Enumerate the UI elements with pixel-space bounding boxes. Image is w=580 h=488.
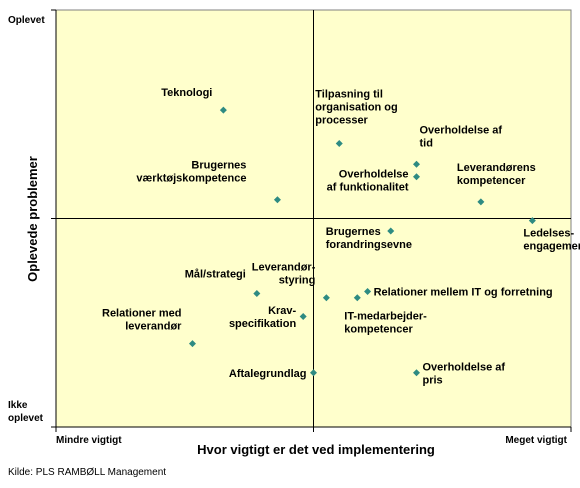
y-tick-low-line1: Ikke (8, 400, 28, 411)
axis-ticks (51, 9, 572, 432)
data-point-marker (299, 312, 307, 320)
data-point-label-line: organisation og (315, 101, 398, 113)
data-point-label-line: Teknologi (161, 87, 212, 99)
data-point-label: Leverandørens kompetencer (457, 162, 536, 187)
data-point-label: Teknologi (161, 87, 212, 99)
x-tick-high: Meget vigtigt (505, 435, 567, 446)
data-point-label-line: Overholdelse af (420, 124, 503, 136)
data-point-label-line: Leverandør- (252, 262, 316, 274)
data-point-label: Leverandør-styring (252, 262, 316, 287)
data-point-label-line: Tilpasning til (315, 88, 383, 100)
data-point-label-line: Relationer med (102, 308, 181, 320)
data-point-marker (528, 217, 536, 225)
data-point-marker (364, 287, 372, 295)
data-point-label-line: Relationer mellem IT og forretning (374, 286, 553, 298)
data-point-label: Mål/strategi (185, 269, 246, 281)
data-point-marker (413, 160, 420, 168)
data-point-label: Overholdelse af tid (420, 124, 503, 149)
data-point-marker (322, 294, 330, 302)
data-point-label-line: Brugernes (191, 160, 246, 172)
quadrant-chart: Oplevet Ikke oplevet Mindre vigtigt Mege… (8, 9, 580, 457)
data-point-label-line: af funktionalitet (327, 181, 409, 193)
data-point-label-line: engagement (523, 241, 580, 253)
data-point-marker (387, 227, 395, 235)
x-axis-label: Hvor vigtigt er det ved implementering (197, 442, 435, 457)
data-point-label-line: Brugernes (326, 226, 381, 238)
data-point-label: Brugernes værktøjskompetence (136, 160, 246, 185)
data-point-label-line: Leverandørens (457, 162, 536, 174)
data-point-label-line: Overholdelse af (423, 361, 506, 373)
source-note: Kilde: PLS RAMBØLL Management (8, 467, 167, 478)
data-point-label: Relationer med leverandør (102, 308, 182, 333)
data-point-marker (188, 340, 196, 348)
data-point-marker (219, 106, 227, 114)
data-point-marker (273, 196, 281, 204)
data-point-label: Tilpasning til organisation og processer (315, 88, 398, 126)
x-tick-low: Mindre vigtigt (56, 435, 122, 446)
y-axis-label: Oplevede problemer (25, 156, 40, 282)
y-tick-high: Oplevet (8, 15, 45, 26)
data-point-label: Overholdelse af pris (423, 361, 506, 386)
data-point-label-line: forandringsevne (326, 239, 412, 251)
data-point-marker (477, 198, 485, 206)
data-point-marker (413, 173, 420, 181)
data-point-label: Krav-specifikation (229, 305, 297, 330)
data-point-label-line: Krav- (268, 305, 296, 317)
data-point-label-line: Overholdelse (339, 168, 409, 180)
data-point-marker (413, 369, 420, 377)
data-point-label-line: IT-medarbejder- (344, 311, 427, 323)
data-point-label: Relationer mellem IT og forretning (374, 286, 553, 298)
data-point-marker (353, 294, 361, 302)
data-point-label-line: Mål/strategi (185, 269, 246, 281)
data-point-label: IT-medarbejder-kompetencer (344, 311, 427, 336)
data-points: Teknologi Tilpasning til organisation og pr… (102, 87, 580, 386)
data-point-label-line: tid (420, 137, 433, 149)
data-point-label-line: værktøjskompetence (136, 173, 246, 185)
data-point-label-line: pris (423, 374, 443, 386)
data-point-label-line: Aftalegrundlag (229, 368, 307, 380)
data-point-marker (335, 139, 343, 147)
data-point-label: Brugernes forandringsevne (326, 226, 412, 251)
data-point-label: Overholdelse af funktionalitet (327, 168, 409, 193)
data-point-label-line: leverandør (125, 321, 182, 333)
data-point-label: Aftalegrundlag (229, 368, 307, 380)
data-point-label-line: specifikation (229, 318, 297, 330)
y-tick-low-line2: oplevet (8, 413, 44, 424)
data-point-label-line: processer (315, 114, 368, 126)
data-point-marker (310, 369, 317, 377)
data-point-marker (253, 290, 261, 298)
data-point-label-line: kompetencer (457, 175, 526, 187)
data-point-label-line: kompetencer (344, 324, 413, 336)
data-point-label: Ledelses-engagement (523, 228, 580, 253)
data-point-label-line: Ledelses- (523, 228, 574, 240)
data-point-label-line: styring (279, 275, 316, 287)
